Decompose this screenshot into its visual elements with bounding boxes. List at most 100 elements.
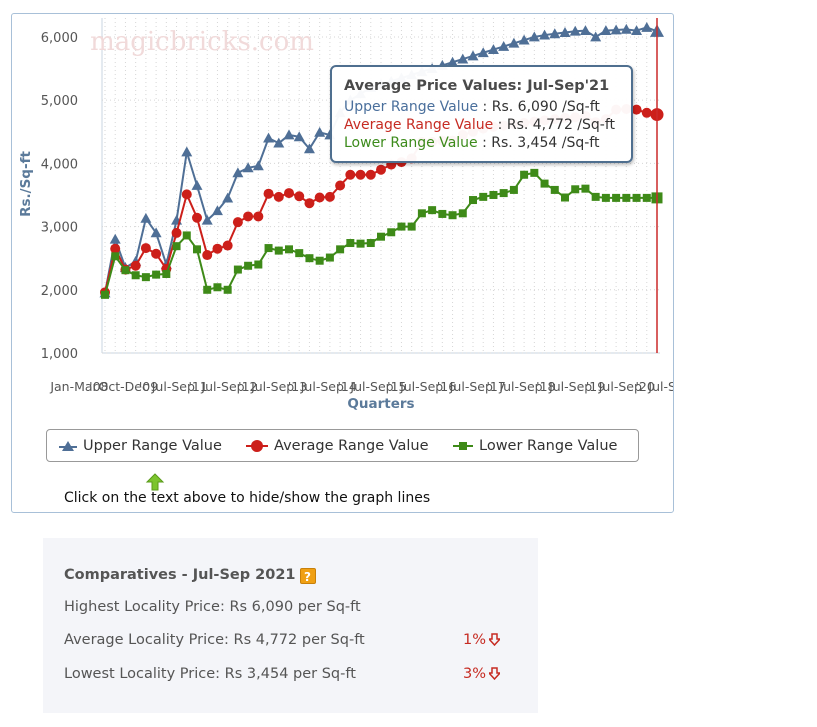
average-data-point xyxy=(181,189,192,200)
average-data-point xyxy=(273,191,284,202)
upper-data-point xyxy=(508,37,520,48)
down-arrow-icon xyxy=(489,633,501,646)
legend-item-lower[interactable]: Lower Range Value xyxy=(453,430,617,461)
upper-data-point xyxy=(242,162,254,173)
lower-data-point xyxy=(612,193,621,202)
lower-data-point xyxy=(285,245,293,254)
average-data-point xyxy=(304,198,315,209)
average-data-point xyxy=(355,169,366,180)
upper-data-point xyxy=(620,23,632,34)
x-tick-label: Jul-Sep xyxy=(200,379,244,394)
x-tick-label: '18 xyxy=(536,379,555,394)
average-change-value: 1% xyxy=(463,632,487,648)
upper-data-point xyxy=(273,137,285,148)
y-tick-label: 1,000 xyxy=(41,347,78,362)
upper-data-point xyxy=(539,29,551,40)
watermark-text: magicbricks.com xyxy=(90,27,314,57)
comparatives-title: Comparatives - Jul-Sep 2021? xyxy=(64,567,316,584)
average-data-point xyxy=(314,192,325,203)
tooltip-lower-label: Lower Range Value xyxy=(344,135,478,151)
price-tooltip: Average Price Values: Jul-Sep'21 Upper R… xyxy=(330,65,633,163)
lower-data-point xyxy=(274,246,283,255)
lower-data-point xyxy=(601,193,610,202)
x-tick-label: Jul-Sep xyxy=(498,379,542,394)
lower-data-point xyxy=(458,209,467,218)
legend-label-upper: Upper Range Value xyxy=(83,437,222,454)
average-data-point xyxy=(641,107,652,118)
upper-data-point xyxy=(477,47,489,58)
average-data-point xyxy=(284,188,294,199)
upper-data-point xyxy=(549,28,561,39)
price-trend-chart-panel: 1,000 2,000 3,000 4,000 5,000 6,000 magicbrick… xyxy=(11,13,674,513)
tooltip-average-label: Average Range Value xyxy=(344,117,494,133)
average-change-badge: 1% xyxy=(463,632,501,648)
upper-data-point xyxy=(569,25,581,36)
legend-label-average: Average Range Value xyxy=(274,437,429,454)
lowest-locality-price: Lowest Locality Price: Rs 3,454 per Sq-f… xyxy=(64,666,356,682)
lower-data-point xyxy=(366,239,375,248)
average-locality-price: Average Locality Price: Rs 4,772 per Sq-… xyxy=(64,632,365,648)
average-data-point xyxy=(294,191,305,202)
help-icon[interactable]: ? xyxy=(299,568,316,584)
upper-data-point xyxy=(191,180,203,190)
x-tick-label: '14 xyxy=(337,379,356,394)
upper-data-point xyxy=(109,233,121,244)
lower-data-point xyxy=(520,170,529,179)
x-tick-label: Jul-Sep xyxy=(300,379,344,394)
legend-hint-text: Click on the text above to hide/show the… xyxy=(64,490,431,506)
lower-data-point xyxy=(561,193,569,202)
upper-data-point xyxy=(252,160,264,171)
lower-data-point xyxy=(182,231,191,240)
lower-data-point xyxy=(203,285,212,294)
average-data-point xyxy=(243,211,254,222)
average-data-point xyxy=(171,227,182,238)
lower-data-point xyxy=(233,265,242,274)
upper-data-point xyxy=(467,50,479,61)
upper-data-point xyxy=(303,143,315,154)
legend-item-average[interactable]: Average Range Value xyxy=(246,430,429,461)
tooltip-upper-value: Rs. 6,090 /Sq-ft xyxy=(491,99,600,115)
x-tick-label: Jul-Sep xyxy=(598,379,642,394)
lower-data-point xyxy=(428,206,437,215)
lower-data-point xyxy=(417,209,426,218)
x-tick-label: '15 xyxy=(387,379,406,394)
average-data-point xyxy=(232,217,243,228)
tooltip-average-value: Rs. 4,772 /Sq-ft xyxy=(506,117,616,133)
lower-data-point xyxy=(336,245,345,254)
lower-data-point xyxy=(571,185,580,194)
average-data-point xyxy=(140,243,151,254)
average-data-point xyxy=(335,180,346,191)
average-data-point xyxy=(631,104,642,115)
upper-data-point xyxy=(579,25,591,36)
lower-data-point xyxy=(591,192,600,201)
legend-item-upper[interactable]: Upper Range Value xyxy=(59,430,222,461)
lowest-change-value: 3% xyxy=(463,666,487,682)
upper-data-point xyxy=(232,167,244,178)
y-tick-label: 6,000 xyxy=(41,31,78,46)
lower-data-point xyxy=(377,232,385,241)
y-tick-label: 3,000 xyxy=(41,221,78,236)
lower-data-point xyxy=(550,185,559,194)
tooltip-upper-label: Upper Range Value xyxy=(344,99,479,115)
chart-legend: Upper Range Value Average Range Value Lo… xyxy=(46,429,639,462)
upper-data-point xyxy=(610,24,622,35)
x-tick-label: '09 xyxy=(139,379,158,394)
upper-data-point xyxy=(140,212,152,223)
average-data-point xyxy=(130,260,141,271)
lower-data-point xyxy=(469,196,477,205)
upper-data-point xyxy=(559,27,571,37)
x-tick-label: '19 xyxy=(586,379,605,394)
x-tick-label: Jan-Mar xyxy=(49,379,98,394)
upper-data-point xyxy=(293,131,305,142)
lower-data-point xyxy=(642,193,651,202)
lower-data-point xyxy=(622,193,631,202)
lower-data-point xyxy=(295,249,304,258)
upper-data-point xyxy=(600,25,612,36)
lower-data-point xyxy=(254,260,263,269)
lower-data-point xyxy=(489,190,498,199)
lower-data-point xyxy=(581,184,590,193)
lower-data-point xyxy=(213,283,222,292)
average-data-point xyxy=(345,169,356,180)
upper-data-point xyxy=(487,44,499,55)
tooltip-title: Average Price Values: Jul-Sep'21 xyxy=(344,78,610,94)
